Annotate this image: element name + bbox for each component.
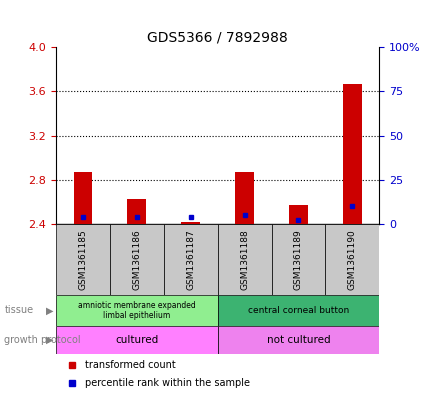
Bar <box>217 224 271 295</box>
Text: cultured: cultured <box>115 335 158 345</box>
Bar <box>74 172 92 224</box>
Bar <box>235 172 253 224</box>
Text: percentile rank within the sample: percentile rank within the sample <box>85 378 249 388</box>
Title: GDS5366 / 7892988: GDS5366 / 7892988 <box>147 31 287 44</box>
Bar <box>181 222 200 224</box>
Text: GSM1361189: GSM1361189 <box>293 229 302 290</box>
Text: not cultured: not cultured <box>266 335 329 345</box>
Bar <box>163 224 217 295</box>
Text: GSM1361186: GSM1361186 <box>132 229 141 290</box>
Bar <box>325 224 378 295</box>
Text: central corneal button: central corneal button <box>247 306 348 315</box>
Text: tissue: tissue <box>4 305 34 316</box>
Bar <box>217 326 378 354</box>
Bar <box>342 84 361 224</box>
Text: GSM1361187: GSM1361187 <box>186 229 195 290</box>
Bar <box>56 326 217 354</box>
Text: amniotic membrane expanded
limbal epithelium: amniotic membrane expanded limbal epithe… <box>78 301 195 320</box>
Bar <box>110 224 163 295</box>
Text: GSM1361188: GSM1361188 <box>240 229 249 290</box>
Bar <box>271 224 325 295</box>
Bar <box>56 295 217 326</box>
Text: GSM1361190: GSM1361190 <box>347 229 356 290</box>
Text: transformed count: transformed count <box>85 360 175 371</box>
Text: ▶: ▶ <box>46 335 54 345</box>
Bar <box>217 295 378 326</box>
Text: ▶: ▶ <box>46 305 54 316</box>
Text: GSM1361185: GSM1361185 <box>78 229 87 290</box>
Bar <box>289 205 307 224</box>
Text: growth protocol: growth protocol <box>4 335 81 345</box>
Bar <box>56 224 110 295</box>
Bar <box>127 198 146 224</box>
